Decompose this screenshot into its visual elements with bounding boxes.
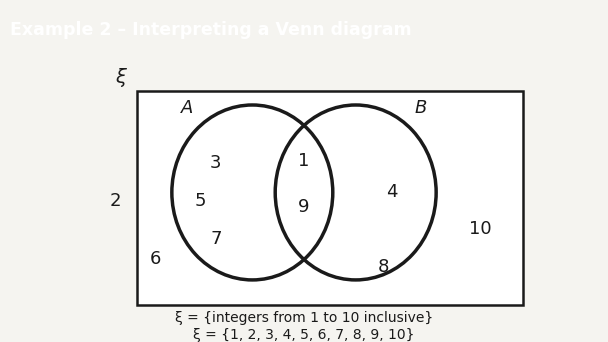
Text: ξ = {integers from 1 to 10 inclusive}: ξ = {integers from 1 to 10 inclusive}: [175, 311, 433, 325]
Text: 7: 7: [210, 230, 221, 248]
Text: B: B: [415, 100, 427, 117]
Text: 6: 6: [150, 250, 161, 268]
Text: 5: 5: [195, 192, 206, 210]
Text: 9: 9: [299, 198, 309, 215]
Text: 2: 2: [110, 192, 121, 210]
Bar: [137, 91, 523, 305]
Text: ξ = {1, 2, 3, 4, 5, 6, 7, 8, 9, 10}: ξ = {1, 2, 3, 4, 5, 6, 7, 8, 9, 10}: [193, 328, 415, 342]
Text: Example 2 – Interpreting a Venn diagram: Example 2 – Interpreting a Venn diagram: [10, 21, 411, 39]
Text: 8: 8: [378, 258, 389, 276]
Text: 1: 1: [299, 153, 309, 170]
Text: A: A: [181, 100, 193, 117]
Text: 3: 3: [210, 154, 221, 172]
Text: 4: 4: [387, 183, 398, 201]
Text: 10: 10: [469, 220, 492, 238]
Text: ξ: ξ: [115, 68, 126, 87]
